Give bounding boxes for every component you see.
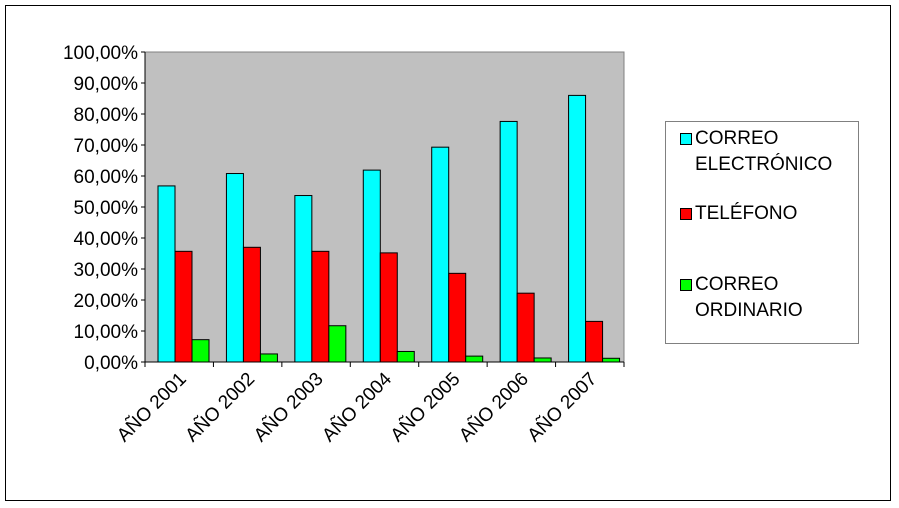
x-tick-label: AÑO 2005 — [386, 368, 464, 446]
y-tick-label: 80,00% — [74, 105, 139, 126]
bar-telefono-2 — [242, 246, 261, 363]
legend-swatch-correo-electronico — [680, 133, 692, 145]
bar-telefono-4 — [379, 252, 398, 363]
y-tick-label: 10,00% — [74, 322, 139, 343]
bar-correo-ordinario-3 — [328, 325, 347, 363]
bar-telefono-1 — [174, 250, 193, 363]
y-tick-label: 20,00% — [74, 291, 139, 312]
bar-correo-ordinario-2 — [259, 353, 278, 363]
legend-label-correo-ordinario: CORREO ORDINARIO — [695, 274, 803, 321]
bar-correo-ordinario-6 — [533, 357, 552, 363]
legend-swatch-telefono — [680, 208, 692, 220]
y-tick-label: 90,00% — [74, 74, 139, 95]
bar-correo-ordinario-5 — [465, 355, 484, 363]
bar-correo-electronico-7 — [568, 94, 587, 363]
legend-item-correo-ordinario: CORREO ORDINARIO — [680, 272, 865, 324]
x-tick-label: AÑO 2001 — [112, 368, 190, 446]
bar-correo-ordinario-4 — [396, 350, 415, 363]
y-tick-label: 60,00% — [74, 167, 139, 188]
legend: CORREO ELECTRÓNICO TELÉFONO CORREO ORDIN… — [665, 121, 859, 344]
y-tick-label: 100,00% — [63, 43, 138, 64]
bar-correo-electronico-2 — [225, 173, 244, 363]
bars-group — [157, 94, 621, 363]
x-tick-label: AÑO 2006 — [455, 368, 533, 446]
y-tick-label: 40,00% — [74, 229, 139, 250]
bar-correo-ordinario-7 — [602, 357, 621, 363]
bar-telefono-3 — [311, 250, 330, 363]
y-tick-label: 0,00% — [84, 353, 138, 374]
y-tick-label: 70,00% — [74, 136, 139, 157]
bar-telefono-5 — [448, 272, 467, 363]
bar-correo-electronico-4 — [362, 169, 381, 363]
bar-correo-ordinario-1 — [191, 339, 210, 363]
y-tick-label: 30,00% — [74, 260, 139, 281]
bar-correo-electronico-3 — [294, 195, 313, 363]
legend-label-correo-electronico: CORREO ELECTRÓNICO — [695, 128, 833, 175]
y-tick-label: 50,00% — [74, 198, 139, 219]
legend-swatch-correo-ordinario — [680, 279, 692, 291]
x-tick-label: AÑO 2004 — [318, 368, 397, 447]
x-tick-label: AÑO 2007 — [523, 368, 601, 446]
legend-item-correo-electronico: CORREO ELECTRÓNICO — [680, 126, 865, 178]
bar-telefono-6 — [516, 292, 535, 363]
x-tick-label: AÑO 2003 — [249, 368, 327, 446]
bar-telefono-7 — [585, 320, 604, 363]
bar-correo-electronico-1 — [157, 185, 176, 363]
bar-correo-electronico-5 — [431, 146, 450, 363]
bar-correo-electronico-6 — [499, 120, 518, 363]
legend-item-telefono: TELÉFONO — [680, 201, 865, 227]
x-tick-label: AÑO 2002 — [181, 368, 259, 446]
legend-label-telefono: TELÉFONO — [695, 203, 798, 224]
